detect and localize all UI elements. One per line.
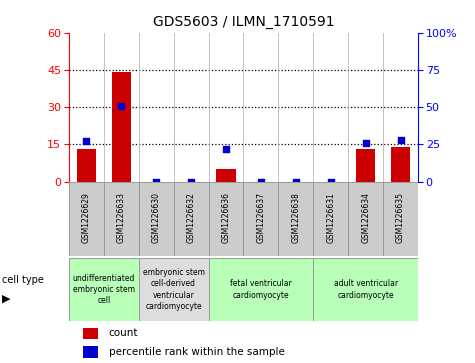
Bar <box>83 346 98 358</box>
Bar <box>77 149 96 182</box>
Bar <box>314 182 348 256</box>
Bar <box>174 182 209 256</box>
Text: GSM1226632: GSM1226632 <box>187 192 196 242</box>
Bar <box>139 182 173 256</box>
Text: GSM1226630: GSM1226630 <box>152 192 161 243</box>
Point <box>117 103 125 109</box>
Text: GSM1226631: GSM1226631 <box>326 192 335 242</box>
Text: percentile rank within the sample: percentile rank within the sample <box>109 347 285 357</box>
Point <box>152 179 160 184</box>
Text: GSM1226636: GSM1226636 <box>221 192 230 243</box>
Text: GSM1226629: GSM1226629 <box>82 192 91 242</box>
Point <box>222 146 230 152</box>
Text: GSM1226638: GSM1226638 <box>291 192 300 242</box>
Title: GDS5603 / ILMN_1710591: GDS5603 / ILMN_1710591 <box>152 15 334 29</box>
Text: GSM1226634: GSM1226634 <box>361 192 370 243</box>
Bar <box>243 182 278 256</box>
Bar <box>391 147 410 182</box>
Bar <box>69 258 139 321</box>
Text: GSM1226633: GSM1226633 <box>117 192 126 243</box>
Text: GSM1226635: GSM1226635 <box>396 192 405 243</box>
Text: embryonic stem
cell-derived
ventricular
cardiomyocyte: embryonic stem cell-derived ventricular … <box>142 268 205 311</box>
Text: count: count <box>109 329 138 338</box>
Text: ▶: ▶ <box>2 294 11 304</box>
Point <box>83 138 90 144</box>
Point <box>257 179 265 184</box>
Text: fetal ventricular
cardiomyocyte: fetal ventricular cardiomyocyte <box>230 280 292 299</box>
Bar <box>69 182 104 256</box>
Bar <box>217 169 236 182</box>
Bar <box>139 258 209 321</box>
Text: GSM1226637: GSM1226637 <box>256 192 266 243</box>
Point <box>292 179 300 184</box>
Text: adult ventricular
cardiomyocyte: adult ventricular cardiomyocyte <box>333 280 398 299</box>
Bar <box>348 182 383 256</box>
Point <box>397 137 404 143</box>
Point <box>362 140 370 146</box>
Point <box>327 179 334 184</box>
Bar <box>112 72 131 182</box>
Bar <box>83 327 98 339</box>
Bar <box>314 258 418 321</box>
Bar <box>209 182 243 256</box>
Text: cell type: cell type <box>2 275 44 285</box>
Bar <box>356 149 375 182</box>
Text: undifferentiated
embryonic stem
cell: undifferentiated embryonic stem cell <box>73 274 135 305</box>
Bar <box>209 258 314 321</box>
Bar <box>383 182 418 256</box>
Bar <box>104 182 139 256</box>
Bar <box>278 182 314 256</box>
Point <box>187 179 195 184</box>
